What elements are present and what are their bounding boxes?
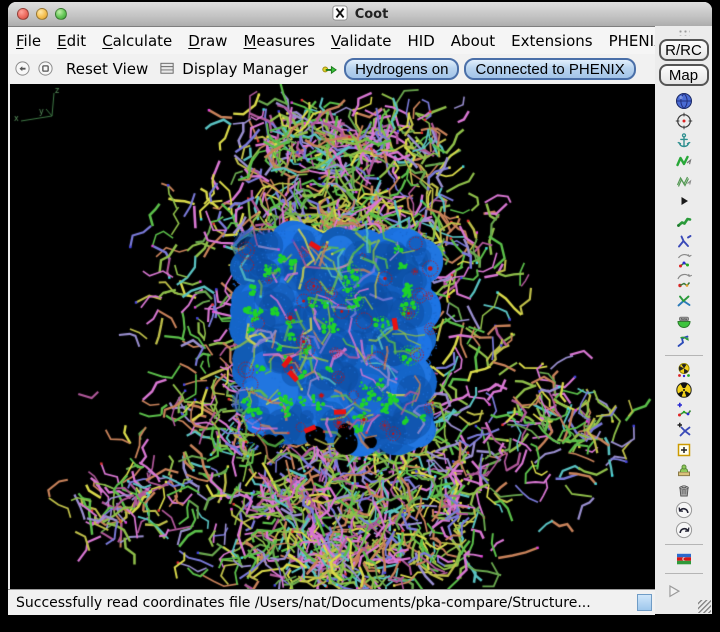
menu-item-about[interactable]: About xyxy=(450,31,496,50)
menu-item-file[interactable]: File xyxy=(16,31,42,50)
x11-app-icon xyxy=(332,5,350,23)
edit-chi-angles-icon[interactable] xyxy=(675,272,693,290)
add-terminal-residue-icon[interactable] xyxy=(675,401,693,419)
display-manager-button[interactable]: Display Manager xyxy=(182,60,309,78)
menu-item-phenix[interactable]: PHENIX xyxy=(608,31,665,50)
green-arrow-icon xyxy=(321,60,339,78)
place-atom-icon[interactable] xyxy=(675,441,693,459)
side-toolbar: R/RC Map Side xyxy=(655,26,712,614)
toolbar-separator xyxy=(664,544,703,545)
simple-mutate-icon[interactable] xyxy=(675,381,693,399)
toolbar-separator xyxy=(664,573,703,574)
zoom-button[interactable] xyxy=(55,8,67,20)
minimize-button[interactable] xyxy=(36,8,48,20)
mutate-autofit-icon[interactable] xyxy=(675,361,693,379)
menu-item-extensions[interactable]: Extensions xyxy=(511,31,593,50)
side-icon-column: Side xyxy=(655,92,712,614)
close-button[interactable] xyxy=(17,8,29,20)
menu-item-validate[interactable]: Validate xyxy=(331,31,392,50)
gl-viewport[interactable] xyxy=(10,84,655,589)
undo-icon[interactable] xyxy=(675,501,693,519)
map-button[interactable]: Map xyxy=(658,64,709,86)
display-globe-icon[interactable] xyxy=(675,92,693,110)
molecule-canvas[interactable] xyxy=(10,84,655,589)
menu-item-hid[interactable]: HID xyxy=(407,31,435,50)
regularize-zone-icon[interactable] xyxy=(675,172,693,190)
coot-window: Coot File Edit Calculate Draw Measures Valida… xyxy=(8,2,712,615)
menubar: File Edit Calculate Draw Measures Validate HID… xyxy=(8,27,712,54)
real-space-refine-icon[interactable] xyxy=(675,152,693,170)
hydrogens-toggle-button[interactable]: Hydrogens on xyxy=(344,58,460,80)
auto-fit-rotamer-icon[interactable] xyxy=(675,252,693,270)
redo-icon[interactable] xyxy=(675,521,693,539)
title-bar[interactable]: Coot xyxy=(8,2,712,27)
window-resize-grip[interactable] xyxy=(698,600,711,613)
menu-item-edit[interactable]: Edit xyxy=(57,31,87,50)
toolbar-separator xyxy=(664,355,703,356)
add-alt-conf-icon[interactable] xyxy=(675,421,693,439)
svg-text:Side: Side xyxy=(680,317,687,321)
toolbar-drag-handle[interactable] xyxy=(677,29,690,36)
window-title: Coot xyxy=(354,6,389,22)
flag-icon[interactable] xyxy=(675,550,693,568)
toolbar: Reset View Display Manager Hydrogens on … xyxy=(8,54,655,84)
expand-triangle-icon[interactable] xyxy=(675,192,693,210)
flip-peptide-icon[interactable] xyxy=(675,332,693,350)
go-back-view-button[interactable] xyxy=(14,60,32,78)
menu-item-calculate[interactable]: Calculate xyxy=(102,31,173,50)
rrc-button[interactable]: R/RC xyxy=(658,39,709,61)
delete-item-icon[interactable] xyxy=(675,481,693,499)
refine-anchor-icon[interactable] xyxy=(675,132,693,150)
traffic-lights xyxy=(17,8,67,20)
status-scrollbar-thumb[interactable] xyxy=(637,594,652,611)
torsion-general-icon[interactable] xyxy=(675,292,693,310)
reset-view-button[interactable]: Reset View xyxy=(66,60,149,78)
display-manager-icon xyxy=(159,60,177,78)
rotamer-tool-icon[interactable] xyxy=(675,232,693,250)
flip-sidechain-icon[interactable]: Side xyxy=(675,312,693,330)
status-message: Successfully read coordinates file /User… xyxy=(16,594,591,611)
menu-item-draw[interactable]: Draw xyxy=(188,31,228,50)
run-play-icon[interactable] xyxy=(665,582,683,600)
clear-brush-icon[interactable] xyxy=(675,461,693,479)
status-bar: Successfully read coordinates file /User… xyxy=(8,589,655,615)
recentre-reticle-icon[interactable] xyxy=(675,112,693,130)
phenix-connection-button[interactable]: Connected to PHENIX xyxy=(464,58,636,80)
rigid-body-fit-icon[interactable] xyxy=(675,212,693,230)
menu-item-measures[interactable]: Measures xyxy=(243,31,316,50)
stop-view-button[interactable] xyxy=(37,60,55,78)
